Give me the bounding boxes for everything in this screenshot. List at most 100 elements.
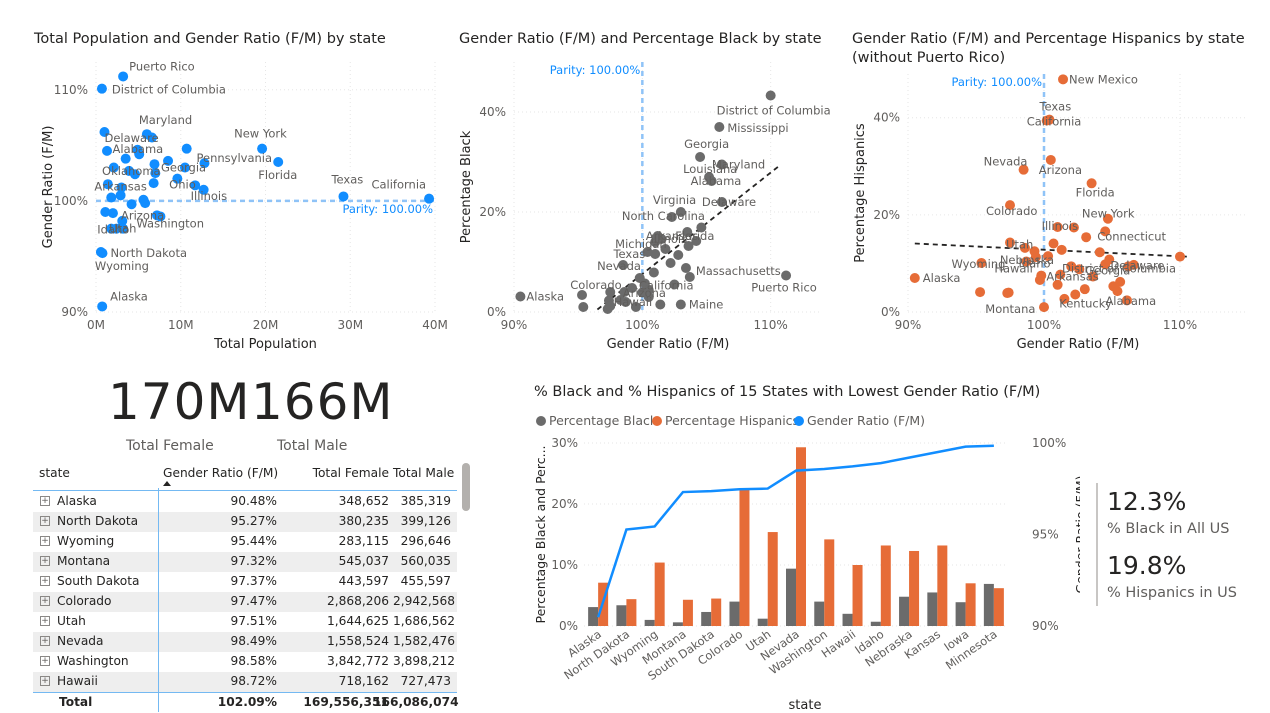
data-label: Delaware: [1110, 258, 1164, 272]
data-point: [515, 291, 526, 302]
data-label: Maine: [689, 298, 724, 312]
data-point: [1045, 154, 1056, 165]
bar-hispanics: [654, 562, 665, 626]
y-tick-label: 100%: [54, 194, 88, 208]
data-point: [630, 302, 641, 312]
data-label: Georgia: [1085, 263, 1130, 277]
y2-axis-title: Gender Ratio (F/M): [1073, 475, 1080, 593]
table-row[interactable]: + Hawaii 98.72% 718,162 727,473: [33, 672, 457, 692]
bar-black: [672, 622, 683, 626]
table-row[interactable]: + Washington 98.58% 3,842,772 3,898,212: [33, 652, 457, 672]
plus-box-icon[interactable]: +: [40, 536, 50, 546]
total-female-label: Total Female: [126, 438, 214, 454]
black-scatter-chart[interactable]: 0% 20% 40% 90% 100% 110% Gender Ratio (F/M) Per…: [450, 50, 840, 360]
plus-box-icon[interactable]: +: [40, 616, 50, 626]
data-point: [577, 290, 588, 300]
data-point: [1058, 74, 1069, 85]
plus-box-icon[interactable]: +: [40, 636, 50, 646]
table-row[interactable]: + Colorado 97.47% 2,868,206 2,942,568: [33, 592, 457, 612]
y-tick-label: 10%: [551, 558, 578, 572]
combo-bar-line-chart[interactable]: Percentage Black Percentage Hispanics Gend…: [520, 405, 1080, 712]
data-point: [95, 247, 106, 257]
header-total-male[interactable]: Total Male: [393, 466, 455, 480]
sort-ascending-icon: [163, 481, 171, 486]
population-scatter-chart[interactable]: 90% 100% 110% 0M 10M 20M 30M 40M Total Populatio…: [0, 50, 450, 360]
table-total-row: Total 102.09% 169,556,351 166,086,074: [33, 692, 459, 713]
data-point: [1123, 261, 1134, 272]
bar-hispanics: [711, 598, 722, 626]
cell-total-female: 2,868,206: [326, 594, 389, 608]
data-label: Michigan: [615, 237, 667, 251]
cell-total-male: 455,597: [400, 574, 451, 588]
data-point: [181, 143, 192, 154]
table-scrollbar[interactable]: [462, 463, 470, 511]
data-label: New York: [234, 127, 287, 141]
bar-black: [842, 613, 853, 626]
y-tick-label: 30%: [551, 436, 578, 450]
header-total-female[interactable]: Total Female: [312, 466, 389, 480]
data-label: Louisiana: [683, 162, 737, 176]
chart-title-black: Gender Ratio (F/M) and Percentage Black …: [459, 31, 822, 47]
data-point: [1121, 295, 1132, 306]
data-point: [1081, 232, 1092, 243]
y-tick-label: 0%: [559, 619, 578, 633]
cell-total-female: 380,235: [338, 514, 389, 528]
data-label: Arkansas: [646, 229, 698, 243]
cell-total-male: 3,898,212: [393, 654, 456, 668]
plus-box-icon[interactable]: +: [40, 676, 50, 686]
plus-box-icon[interactable]: +: [40, 496, 50, 506]
data-point: [1041, 115, 1052, 126]
legend-marker: [794, 416, 804, 426]
data-point: [1059, 293, 1070, 304]
cell-gender-ratio: 98.58%: [230, 654, 277, 668]
data-point: [1018, 164, 1029, 175]
parity-label: Parity: 100.00%: [342, 202, 433, 216]
table-row[interactable]: + South Dakota 97.37% 443,597 455,597: [33, 572, 457, 592]
chart-title-hispanics-line2: (without Puerto Rico): [852, 50, 1006, 66]
table-row[interactable]: + North Dakota 95.27% 380,235 399,126: [33, 512, 457, 532]
cell-gender-ratio: 97.51%: [230, 614, 277, 628]
plus-box-icon[interactable]: +: [40, 656, 50, 666]
cell-total-male: 2,942,568: [393, 594, 456, 608]
data-label: Nevada: [597, 259, 641, 273]
total-male-value: 166M: [251, 373, 394, 431]
plus-box-icon[interactable]: +: [40, 596, 50, 606]
cell-gender-ratio: 90.48%: [230, 494, 277, 508]
data-point: [1005, 200, 1015, 211]
cell-total-female: 1,558,524: [326, 634, 389, 648]
data-label: Alaska: [923, 271, 961, 285]
cell-state: Washington: [57, 654, 129, 668]
bar-hispanics: [767, 532, 778, 626]
plus-box-icon[interactable]: +: [40, 516, 50, 526]
header-gender-ratio[interactable]: Gender Ratio (F/M): [163, 466, 279, 480]
cell-gender-ratio: 95.27%: [230, 514, 277, 528]
cell-total-male: 727,473: [400, 674, 451, 688]
data-point: [1021, 256, 1032, 267]
data-label: Pennsylvania: [196, 151, 272, 165]
cell-gender-ratio: 98.72%: [230, 674, 277, 688]
data-point: [976, 257, 987, 268]
data-point: [669, 279, 680, 290]
y2-tick-label: 100%: [1032, 436, 1066, 450]
total-female-value: 170M: [108, 373, 251, 431]
x-tick-label: 0M: [87, 318, 105, 332]
legend-marker: [536, 416, 546, 426]
hispanics-scatter-chart[interactable]: 0% 20% 40% 90% 100% 110% Gender Ratio (F/M) Per…: [840, 60, 1270, 360]
table-row[interactable]: + Wyoming 95.44% 283,115 296,646: [33, 532, 457, 552]
data-point: [675, 207, 686, 217]
data-label: Arizona: [623, 286, 666, 300]
table-row[interactable]: + Nevada 98.49% 1,558,524 1,582,476: [33, 632, 457, 652]
legend-label: Gender Ratio (F/M): [807, 413, 925, 428]
y-tick-label: 0%: [881, 305, 900, 319]
kpi-hisp-label: % Hispanics in US: [1107, 585, 1237, 601]
table-row[interactable]: + Montana 97.32% 545,037 560,035: [33, 552, 457, 572]
header-state[interactable]: state: [39, 466, 70, 480]
table-row[interactable]: + Utah 97.51% 1,644,625 1,686,562: [33, 612, 457, 632]
data-point: [1094, 247, 1105, 258]
data-point: [683, 241, 694, 251]
plus-box-icon[interactable]: +: [40, 556, 50, 566]
y-tick-label: 40%: [873, 111, 900, 125]
table-row[interactable]: + Alaska 90.48% 348,652 385,319: [33, 492, 457, 512]
plus-box-icon[interactable]: +: [40, 576, 50, 586]
data-label: Nevada: [984, 155, 1028, 169]
